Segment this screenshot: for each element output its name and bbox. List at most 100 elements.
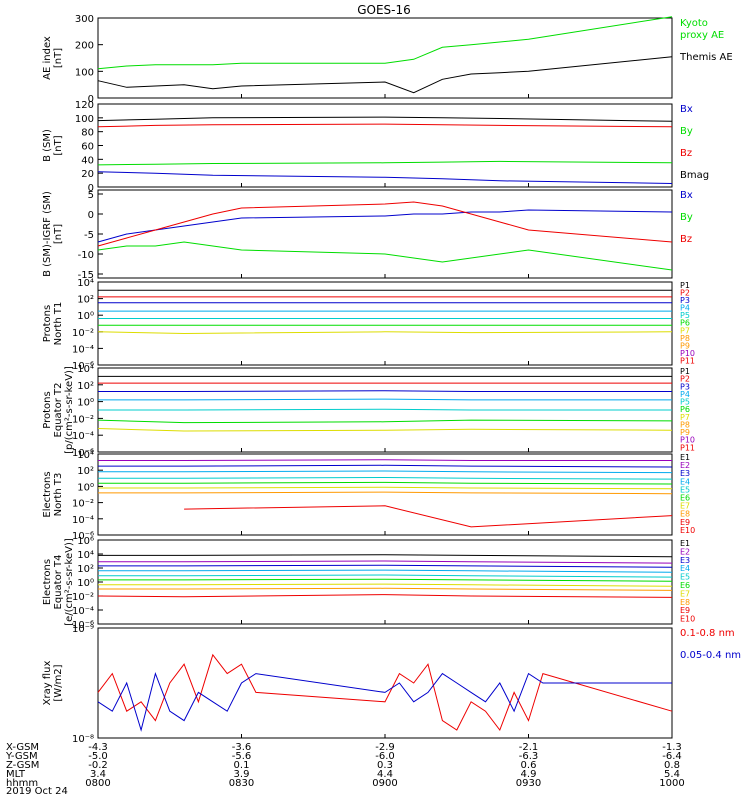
xaxis-row-label: hhmm <box>6 778 38 789</box>
ytick-label-bsm: 60 <box>81 142 94 153</box>
ylabel-en: Electrons <box>42 471 53 517</box>
ytick-label-ae: 100 <box>75 67 94 78</box>
series-line-ae-Kyoto proxy AE <box>97 16 673 70</box>
legend-label-pe: P7 <box>680 413 690 422</box>
ytick-label-pe: 10⁻⁶ <box>72 448 94 459</box>
xaxis-row-value: 0830 <box>229 778 254 789</box>
legend-label-ee: E1 <box>680 539 690 548</box>
ytick-label-pn: 10⁰ <box>77 311 94 322</box>
legend-label-ee: E4 <box>680 564 690 573</box>
ylabel-pn: Protons <box>42 305 53 342</box>
series-line-pe-P4 <box>98 398 672 401</box>
ylabel-bsm: B (SM) <box>42 129 53 162</box>
xaxis-row-value: 3.4 <box>90 769 106 780</box>
xaxis-row-value: 5.4 <box>664 769 680 780</box>
ytick-label-pn: 10⁻⁴ <box>72 344 94 355</box>
ytick-label-ae: 200 <box>75 41 94 52</box>
xaxis-row-value: 0.8 <box>664 760 680 771</box>
xaxis-row-value: 0930 <box>516 778 541 789</box>
ytick-label-ae: 300 <box>75 14 94 25</box>
xaxis-row-label: MLT <box>6 769 26 780</box>
ylabel-pn: North T1 <box>53 302 64 346</box>
ytick-label-bigrf: -10 <box>78 250 94 261</box>
legend-label-pn: P8 <box>680 334 690 343</box>
series-line-bsm-By <box>97 160 673 166</box>
ylabel-ee: Electrons <box>42 559 53 605</box>
ytick-label-en: 10⁻² <box>72 499 94 510</box>
panel-frame-bigrf <box>97 189 673 279</box>
legend-label-pe: P2 <box>680 375 690 384</box>
xaxis-row-value: -4.3 <box>88 742 108 753</box>
legend-label-en: E1 <box>680 453 690 462</box>
series-line-pn-P7 <box>97 331 673 335</box>
ytick-label-pe: 10⁰ <box>77 398 94 409</box>
ytick-label-pe: 10⁴ <box>77 364 94 375</box>
legend-label-xray: 0.1-0.8 nm <box>680 628 735 639</box>
legend-label-ee: E8 <box>680 598 690 607</box>
ylabel-pe: Protons <box>42 391 53 428</box>
series-line-en-E3 <box>98 464 673 468</box>
xaxis-row-value: -2.9 <box>375 742 395 753</box>
series-line-xray-0.05-0.4 nm <box>97 671 672 732</box>
legend-label-ee: E9 <box>680 606 690 615</box>
ytick-label-bigrf: -5 <box>84 230 94 241</box>
xaxis-row-value: -6.3 <box>519 751 539 762</box>
legend-label-bsm: Bx <box>680 104 693 115</box>
xaxis-row-value: 4.9 <box>521 769 537 780</box>
ytick-label-pe: 10⁻² <box>72 414 94 425</box>
ytick-label-xray: 10⁻⁸ <box>72 734 94 745</box>
legend-label-en: E7 <box>680 502 690 511</box>
xaxis-row-value: 0.3 <box>377 760 393 771</box>
ylabel-ee: [e/(cm²-s-sr-keV)] <box>64 538 75 626</box>
ylabel-pe: [p/(cm²-s-sr-keV)] <box>64 366 75 454</box>
ytick-label-en: 10² <box>77 466 94 477</box>
ytick-label-ee: 10² <box>77 564 94 575</box>
legend-label-pe: P10 <box>680 436 695 445</box>
legend-label-ae: proxy AE <box>680 30 724 41</box>
legend-label-en: E9 <box>680 518 690 527</box>
ytick-label-bsm: 100 <box>75 114 94 125</box>
series-line-pe-P6 <box>97 419 673 424</box>
legend-label-pn: P10 <box>680 349 695 358</box>
legend-label-bigrf: Bx <box>680 190 693 201</box>
legend-label-pe: P6 <box>680 405 690 414</box>
panel-frame-pn <box>97 281 673 366</box>
series-line-en-E6 <box>98 481 673 485</box>
series-line-bigrf-By <box>97 241 673 271</box>
ylabel-ae: [nT] <box>53 48 64 68</box>
xaxis-row-label: Y-GSM <box>5 751 38 762</box>
xaxis-row-value: -0.2 <box>88 760 108 771</box>
legend-label-xray: 0.05-0.4 nm <box>680 650 741 661</box>
series-line-en-E4 <box>98 470 673 474</box>
ytick-label-ee: 10⁻² <box>72 592 94 603</box>
ylabel-bigrf: [nT] <box>53 224 64 244</box>
series-line-en-E5 <box>98 476 673 480</box>
legend-label-en: E4 <box>680 477 690 486</box>
ylabel-en: North T3 <box>53 473 64 517</box>
legend-label-ee: E10 <box>680 615 695 624</box>
series-line-en-E8 <box>98 491 673 495</box>
ytick-label-pe: 10² <box>77 381 94 392</box>
series-line-bsm-Bmag <box>97 116 673 122</box>
legend-label-pn: P4 <box>680 304 690 313</box>
ytick-label-ee: 10⁻⁶ <box>72 620 94 631</box>
legend-label-ae: Kyoto <box>680 18 708 29</box>
legend-label-pn: P1 <box>680 281 690 290</box>
series-line-ee-E1 <box>98 554 673 558</box>
legend-label-pn: P7 <box>680 326 690 335</box>
legend-label-pn: P3 <box>680 296 690 305</box>
series-line-ee-E4 <box>98 569 673 573</box>
xaxis-row-value: -6.0 <box>375 751 395 762</box>
xaxis-row-value: -5.6 <box>232 751 252 762</box>
legend-label-pn: P9 <box>680 341 690 350</box>
xaxis-row-value: -5.0 <box>88 751 108 762</box>
legend-label-pe: P3 <box>680 382 690 391</box>
series-line-en-E2 <box>98 459 672 461</box>
xaxis-row-value: -2.1 <box>519 742 539 753</box>
series-line-en-E9 <box>184 505 673 528</box>
series-line-ee-E2 <box>98 560 673 564</box>
series-line-ee-E8 <box>98 587 673 591</box>
ytick-label-bsm: 0 <box>88 183 94 194</box>
series-line-pe-P3 <box>98 390 672 392</box>
legend-label-ee: E7 <box>680 589 690 598</box>
